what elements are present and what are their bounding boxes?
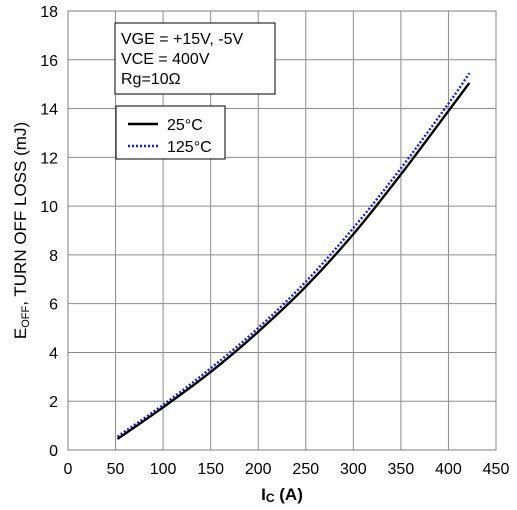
x-tick-label: 0: [64, 461, 73, 478]
x-tick-label: 400: [435, 461, 462, 478]
y-tick-label: 6: [49, 297, 58, 314]
condition-vge: VGE = +15V, -5V: [121, 31, 243, 48]
legend-label-125c: 125°C: [167, 139, 212, 156]
x-tick-label: 50: [107, 461, 125, 478]
x-tick-label: 200: [245, 461, 272, 478]
condition-rg: Rg=10Ω: [121, 71, 181, 88]
y-axis-title-main: E: [11, 328, 30, 339]
y-tick-labels: 0 2 4 6 8 10 12 14 16 18: [40, 4, 58, 460]
y-tick-label: 18: [40, 4, 58, 21]
series-layer: [116, 72, 471, 441]
x-axis-title-main: I: [261, 485, 266, 504]
x-tick-label: 250: [292, 461, 319, 478]
y-tick-label: 16: [40, 53, 58, 70]
x-tick-label: 450: [483, 461, 510, 478]
x-axis-title-sub: C: [266, 491, 275, 505]
legend-label-25c: 25°C: [167, 117, 203, 134]
y-tick-label: 2: [49, 394, 58, 411]
y-tick-label: 8: [49, 248, 58, 265]
x-tick-label: 300: [340, 461, 367, 478]
legend-frame: [115, 105, 226, 160]
x-tick-label: 350: [388, 461, 415, 478]
x-axis-title-unit: (A): [275, 485, 303, 504]
conditions-box: VGE = +15V, -5V VCE = 400V Rg=10Ω: [114, 22, 276, 95]
y-tick-label: 0: [49, 443, 58, 460]
x-tick-label: 150: [197, 461, 224, 478]
condition-vce: VCE = 400V: [121, 51, 210, 68]
y-tick-label: 14: [40, 102, 58, 119]
x-axis-title: IC (A): [261, 485, 303, 505]
legend: 25°C 125°C: [115, 105, 226, 160]
y-tick-label: 12: [40, 150, 58, 167]
y-tick-label: 4: [49, 345, 58, 362]
x-tick-labels: 0 50 100 150 200 250 300 350 400 450: [64, 461, 510, 478]
series-line-125c: [116, 72, 471, 438]
y-axis-title-sub: OFF: [20, 305, 32, 327]
conditions-frame: [114, 22, 276, 95]
x-tick-label: 100: [150, 461, 177, 478]
y-axis-title: EOFF, TURN OFF LOSS (mJ): [11, 122, 32, 339]
series-line-25c: [116, 82, 471, 441]
y-tick-label: 10: [40, 199, 58, 216]
y-axis-title-rest: , TURN OFF LOSS (mJ): [11, 122, 30, 306]
plot-frame: [67, 10, 497, 451]
